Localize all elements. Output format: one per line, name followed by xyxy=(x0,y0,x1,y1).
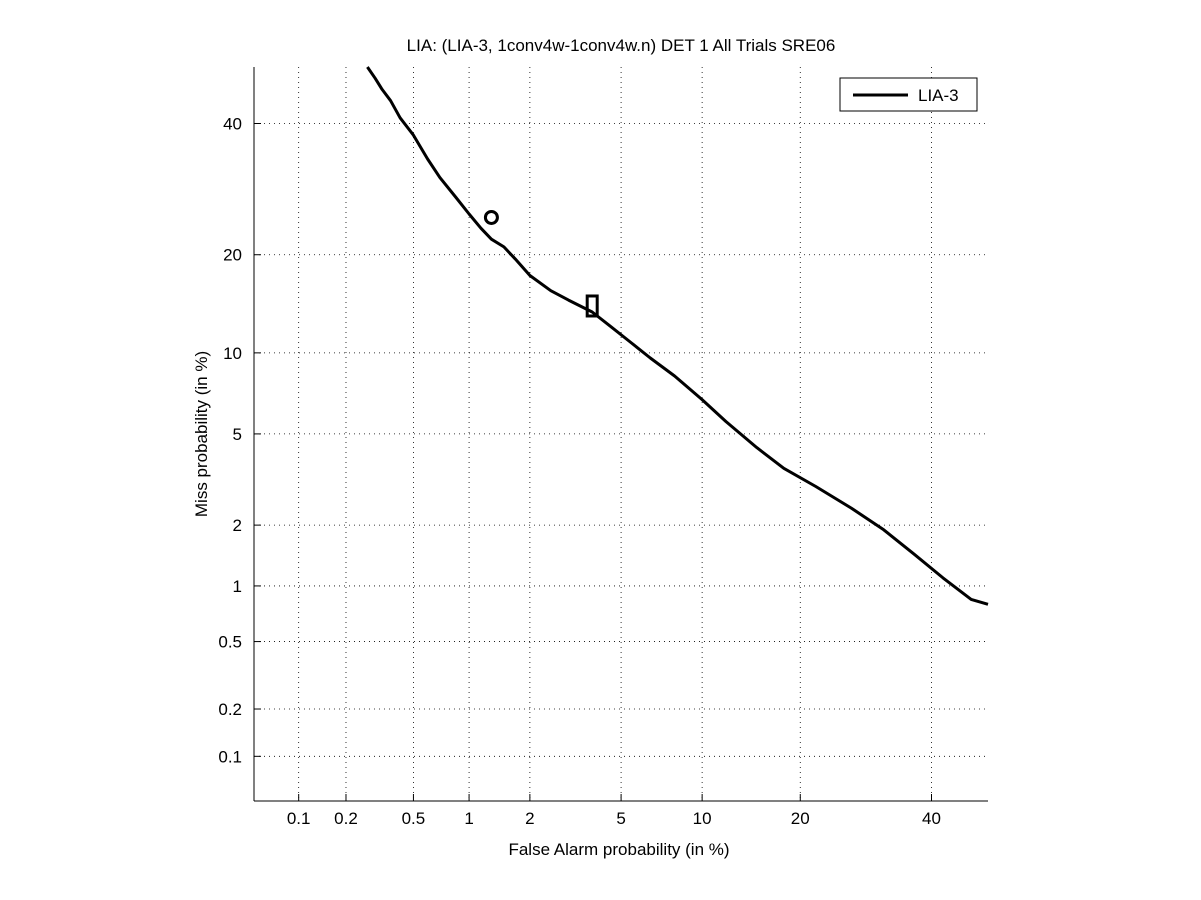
x-tick-label: 5 xyxy=(616,809,625,828)
x-tick-label: 1 xyxy=(464,809,473,828)
x-tick-label: 10 xyxy=(693,809,712,828)
y-tick-label: 10 xyxy=(223,344,242,363)
y-tick-label: 2 xyxy=(233,516,242,535)
x-tick-label: 40 xyxy=(922,809,941,828)
y-tick-label: 40 xyxy=(223,115,242,134)
x-tick-label: 0.5 xyxy=(402,809,426,828)
x-tick-label: 0.2 xyxy=(334,809,358,828)
y-axis-ticks: 0.1 0.2 0.5 1 2 5 10 20 40 xyxy=(218,115,261,766)
x-axis-ticks: 0.1 0.2 0.5 1 2 5 10 20 40 xyxy=(287,794,941,828)
plot-background xyxy=(254,67,988,801)
x-axis-label: False Alarm probability (in %) xyxy=(508,840,729,859)
series-layer xyxy=(366,66,989,606)
x-tick-label: 20 xyxy=(791,809,810,828)
y-tick-label: 1 xyxy=(233,577,242,596)
circle-marker xyxy=(483,209,499,225)
series-line-lia-3 xyxy=(366,66,989,606)
marker-layer xyxy=(483,209,599,318)
x-tick-label: 2 xyxy=(525,809,534,828)
y-tick-label: 0.2 xyxy=(218,700,242,719)
y-tick-label: 5 xyxy=(233,425,242,444)
x-tick-label: 0.1 xyxy=(287,809,311,828)
y-axis-label: Miss probability (in %) xyxy=(192,351,211,517)
legend: LIA-3 xyxy=(839,77,978,112)
y-tick-label: 0.1 xyxy=(218,747,242,766)
square-marker xyxy=(585,294,599,318)
y-tick-label: 20 xyxy=(223,246,242,265)
y-tick-label: 0.5 xyxy=(218,633,242,652)
chart-title: LIA: (LIA-3, 1conv4w-1conv4w.n) DET 1 Al… xyxy=(407,36,836,55)
legend-label: LIA-3 xyxy=(918,86,959,105)
